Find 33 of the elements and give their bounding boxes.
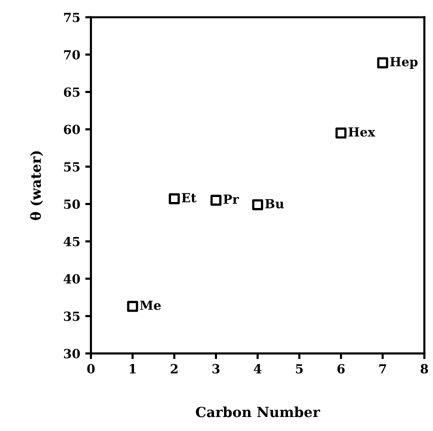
y-tick-label: 55 [64, 162, 80, 172]
x-tick-label: 8 [420, 364, 428, 374]
x-tick-label: 4 [254, 364, 262, 374]
y-tick-label: 75 [64, 12, 80, 22]
point [335, 128, 346, 139]
y-axis-title: θ (water) [30, 151, 43, 220]
x-tick-label: 2 [170, 364, 178, 374]
annotation: Bu [265, 199, 284, 208]
x-axis-title: Carbon Number [196, 406, 320, 418]
y-tick-label: 65 [64, 87, 80, 97]
y-tick-label: 30 [64, 348, 80, 358]
y-tick-label: 45 [64, 236, 80, 246]
annotation: Hex [348, 127, 376, 137]
y-tick-label: 60 [64, 124, 80, 134]
y-tick-label: 50 [64, 199, 80, 209]
annotation: Et [182, 193, 196, 202]
point [252, 199, 264, 210]
point [127, 300, 138, 312]
x-tick-label: 1 [130, 364, 136, 374]
x-tick-label: 0 [87, 364, 95, 374]
point [210, 194, 222, 206]
y-tick-label: 40 [64, 274, 80, 284]
y-tick-label: 70 [64, 50, 80, 60]
point [168, 193, 180, 204]
annotation: Me [140, 300, 161, 310]
x-tick-label: 5 [296, 364, 303, 374]
x-tick-label: 7 [379, 364, 386, 374]
annotation: Pr [223, 194, 240, 204]
x-tick-label: 6 [337, 364, 345, 374]
point [377, 57, 388, 68]
y-tick-label: 35 [64, 312, 80, 321]
annotation: Hep [390, 57, 418, 69]
x-tick-label: 3 [212, 364, 220, 374]
